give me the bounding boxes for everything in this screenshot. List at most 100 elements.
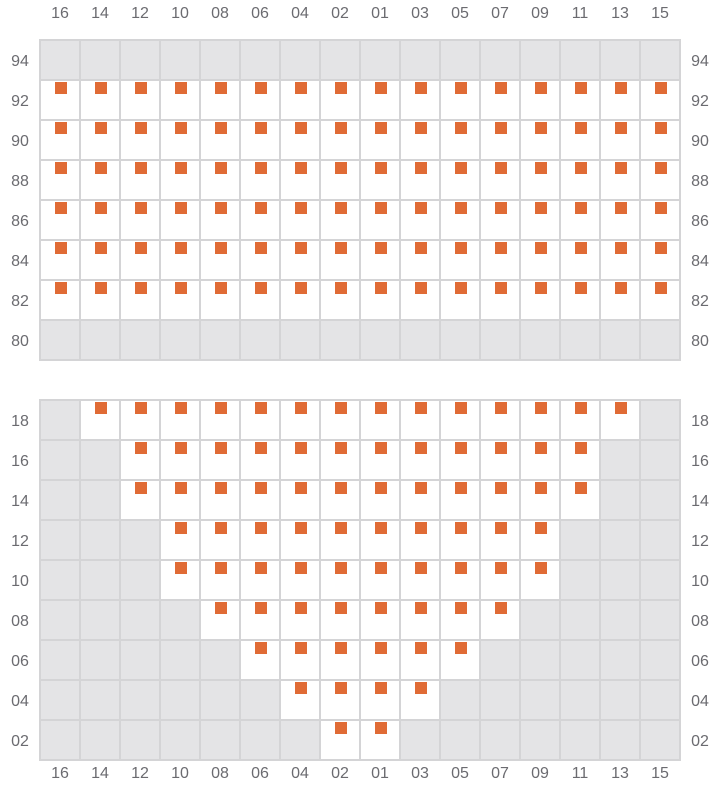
seat-cell[interactable] [121,401,159,439]
seat-cell[interactable] [361,681,399,719]
seat-cell[interactable] [161,201,199,239]
seat-cell[interactable] [281,161,319,199]
seat-cell[interactable] [481,281,519,319]
seat-cell[interactable] [81,281,119,319]
seat-cell[interactable] [281,481,319,519]
seat-cell[interactable] [321,241,359,279]
seat-cell[interactable] [441,281,479,319]
seat-cell[interactable] [561,121,599,159]
seat-cell[interactable] [281,681,319,719]
seat-cell[interactable] [201,601,239,639]
seat-cell[interactable] [401,601,439,639]
seat-cell[interactable] [441,521,479,559]
seat-cell[interactable] [361,641,399,679]
seat-cell[interactable] [201,281,239,319]
seat-cell[interactable] [361,721,399,759]
seat-cell[interactable] [521,281,559,319]
seat-cell[interactable] [521,521,559,559]
seat-cell[interactable] [321,81,359,119]
seat-cell[interactable] [281,641,319,679]
seat-cell[interactable] [481,161,519,199]
seat-cell[interactable] [401,401,439,439]
seat-cell[interactable] [401,161,439,199]
seat-cell[interactable] [81,401,119,439]
seat-cell[interactable] [481,561,519,599]
seat-cell[interactable] [321,721,359,759]
seat-cell[interactable] [161,281,199,319]
seat-cell[interactable] [521,401,559,439]
seat-cell[interactable] [81,121,119,159]
seat-cell[interactable] [281,401,319,439]
seat-cell[interactable] [281,561,319,599]
seat-cell[interactable] [601,401,639,439]
seat-cell[interactable] [321,121,359,159]
seat-cell[interactable] [41,81,79,119]
seat-cell[interactable] [281,521,319,559]
seat-cell[interactable] [161,481,199,519]
seat-cell[interactable] [241,521,279,559]
seat-cell[interactable] [121,481,159,519]
seat-cell[interactable] [401,681,439,719]
seat-cell[interactable] [121,81,159,119]
seat-cell[interactable] [401,641,439,679]
seat-cell[interactable] [361,401,399,439]
seat-cell[interactable] [41,121,79,159]
seat-cell[interactable] [201,561,239,599]
seat-cell[interactable] [201,441,239,479]
seat-cell[interactable] [641,121,679,159]
seat-cell[interactable] [241,561,279,599]
seat-cell[interactable] [441,601,479,639]
seat-cell[interactable] [241,481,279,519]
seat-cell[interactable] [321,481,359,519]
seat-cell[interactable] [81,161,119,199]
seat-cell[interactable] [81,241,119,279]
seat-cell[interactable] [41,161,79,199]
seat-cell[interactable] [361,481,399,519]
seat-cell[interactable] [161,521,199,559]
seat-cell[interactable] [441,481,479,519]
seat-cell[interactable] [481,201,519,239]
seat-cell[interactable] [161,241,199,279]
seat-cell[interactable] [361,161,399,199]
seat-cell[interactable] [201,201,239,239]
seat-cell[interactable] [521,81,559,119]
seat-cell[interactable] [41,281,79,319]
seat-cell[interactable] [561,281,599,319]
seat-cell[interactable] [401,521,439,559]
seat-cell[interactable] [641,81,679,119]
seat-cell[interactable] [81,201,119,239]
seat-cell[interactable] [361,521,399,559]
seat-cell[interactable] [241,241,279,279]
seat-cell[interactable] [281,81,319,119]
seat-cell[interactable] [361,441,399,479]
seat-cell[interactable] [281,201,319,239]
seat-cell[interactable] [601,281,639,319]
seat-cell[interactable] [201,521,239,559]
seat-cell[interactable] [441,241,479,279]
seat-cell[interactable] [481,481,519,519]
seat-cell[interactable] [401,81,439,119]
seat-cell[interactable] [401,201,439,239]
seat-cell[interactable] [401,281,439,319]
seat-cell[interactable] [161,121,199,159]
seat-cell[interactable] [521,241,559,279]
seat-cell[interactable] [121,441,159,479]
seat-cell[interactable] [401,441,439,479]
seat-cell[interactable] [521,161,559,199]
seat-cell[interactable] [281,241,319,279]
seat-cell[interactable] [481,521,519,559]
seat-cell[interactable] [441,161,479,199]
seat-cell[interactable] [361,601,399,639]
seat-cell[interactable] [441,201,479,239]
seat-cell[interactable] [481,241,519,279]
seat-cell[interactable] [361,561,399,599]
seat-cell[interactable] [401,121,439,159]
seat-cell[interactable] [561,401,599,439]
seat-cell[interactable] [601,201,639,239]
seat-cell[interactable] [161,561,199,599]
seat-cell[interactable] [601,81,639,119]
seat-cell[interactable] [161,81,199,119]
seat-cell[interactable] [201,481,239,519]
seat-cell[interactable] [401,241,439,279]
seat-cell[interactable] [201,121,239,159]
